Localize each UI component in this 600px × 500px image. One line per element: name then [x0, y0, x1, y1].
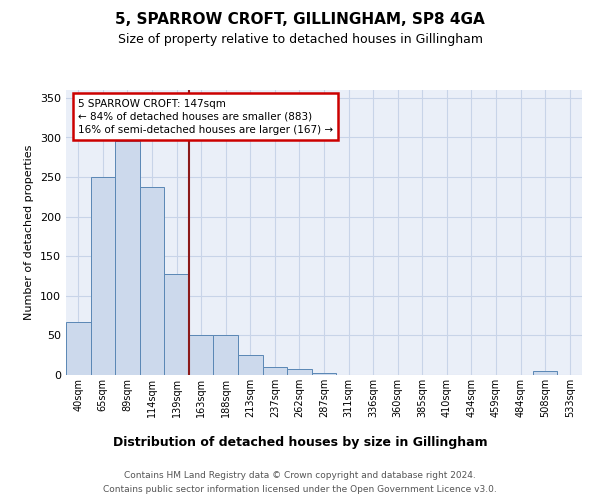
Bar [164, 274, 189, 375]
Text: Contains HM Land Registry data © Crown copyright and database right 2024.: Contains HM Land Registry data © Crown c… [124, 472, 476, 480]
Bar [189, 336, 214, 375]
Bar [91, 177, 115, 375]
Bar [66, 322, 91, 375]
Bar [533, 371, 557, 375]
Bar [140, 188, 164, 375]
Text: 5 SPARROW CROFT: 147sqm
← 84% of detached houses are smaller (883)
16% of semi-d: 5 SPARROW CROFT: 147sqm ← 84% of detache… [78, 98, 333, 135]
Text: 5, SPARROW CROFT, GILLINGHAM, SP8 4GA: 5, SPARROW CROFT, GILLINGHAM, SP8 4GA [115, 12, 485, 28]
Bar [263, 367, 287, 375]
Text: Distribution of detached houses by size in Gillingham: Distribution of detached houses by size … [113, 436, 487, 449]
Bar [238, 355, 263, 375]
Text: Contains public sector information licensed under the Open Government Licence v3: Contains public sector information licen… [103, 484, 497, 494]
Bar [115, 142, 140, 375]
Text: Size of property relative to detached houses in Gillingham: Size of property relative to detached ho… [118, 32, 482, 46]
Y-axis label: Number of detached properties: Number of detached properties [25, 145, 34, 320]
Bar [287, 368, 312, 375]
Bar [312, 372, 336, 375]
Bar [214, 336, 238, 375]
